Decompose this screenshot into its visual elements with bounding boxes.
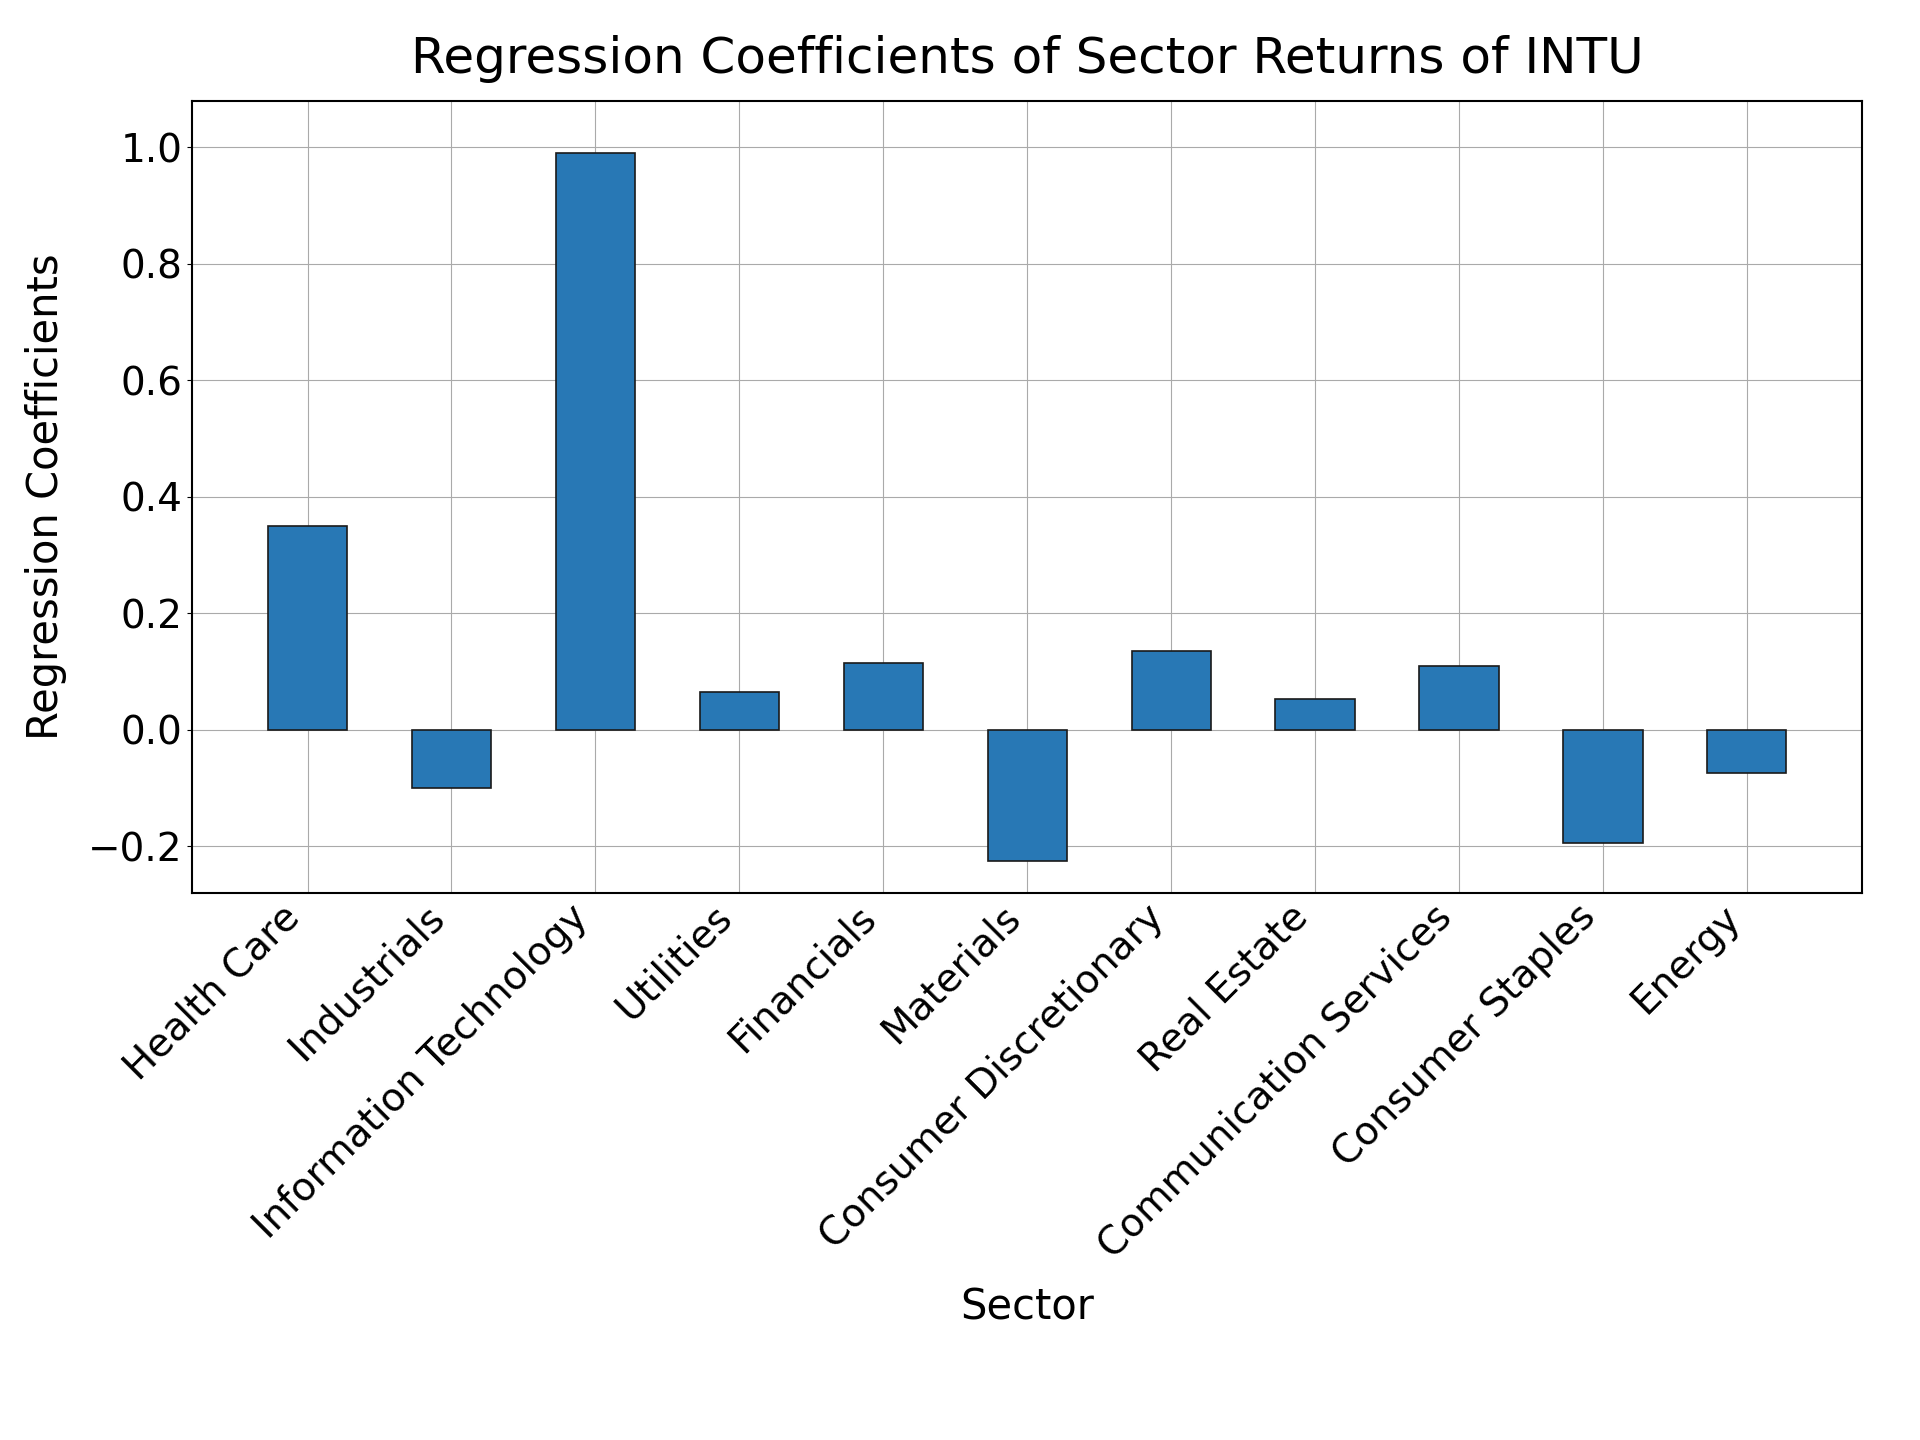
Bar	[1275, 700, 1356, 730]
X-axis label: Sector: Sector	[960, 1286, 1094, 1328]
Y-axis label: Regression Coefficients: Regression Coefficients	[25, 253, 67, 740]
Bar	[1707, 730, 1786, 773]
Title: Regression Coefficients of Sector Returns of INTU: Regression Coefficients of Sector Return…	[411, 35, 1644, 84]
Bar	[843, 662, 924, 730]
Bar	[1419, 665, 1500, 730]
Bar	[987, 730, 1068, 861]
Bar	[1131, 651, 1212, 730]
Bar	[269, 526, 348, 730]
Bar	[1563, 730, 1642, 844]
Bar	[555, 153, 636, 730]
Bar	[413, 730, 492, 788]
Bar	[699, 691, 780, 730]
